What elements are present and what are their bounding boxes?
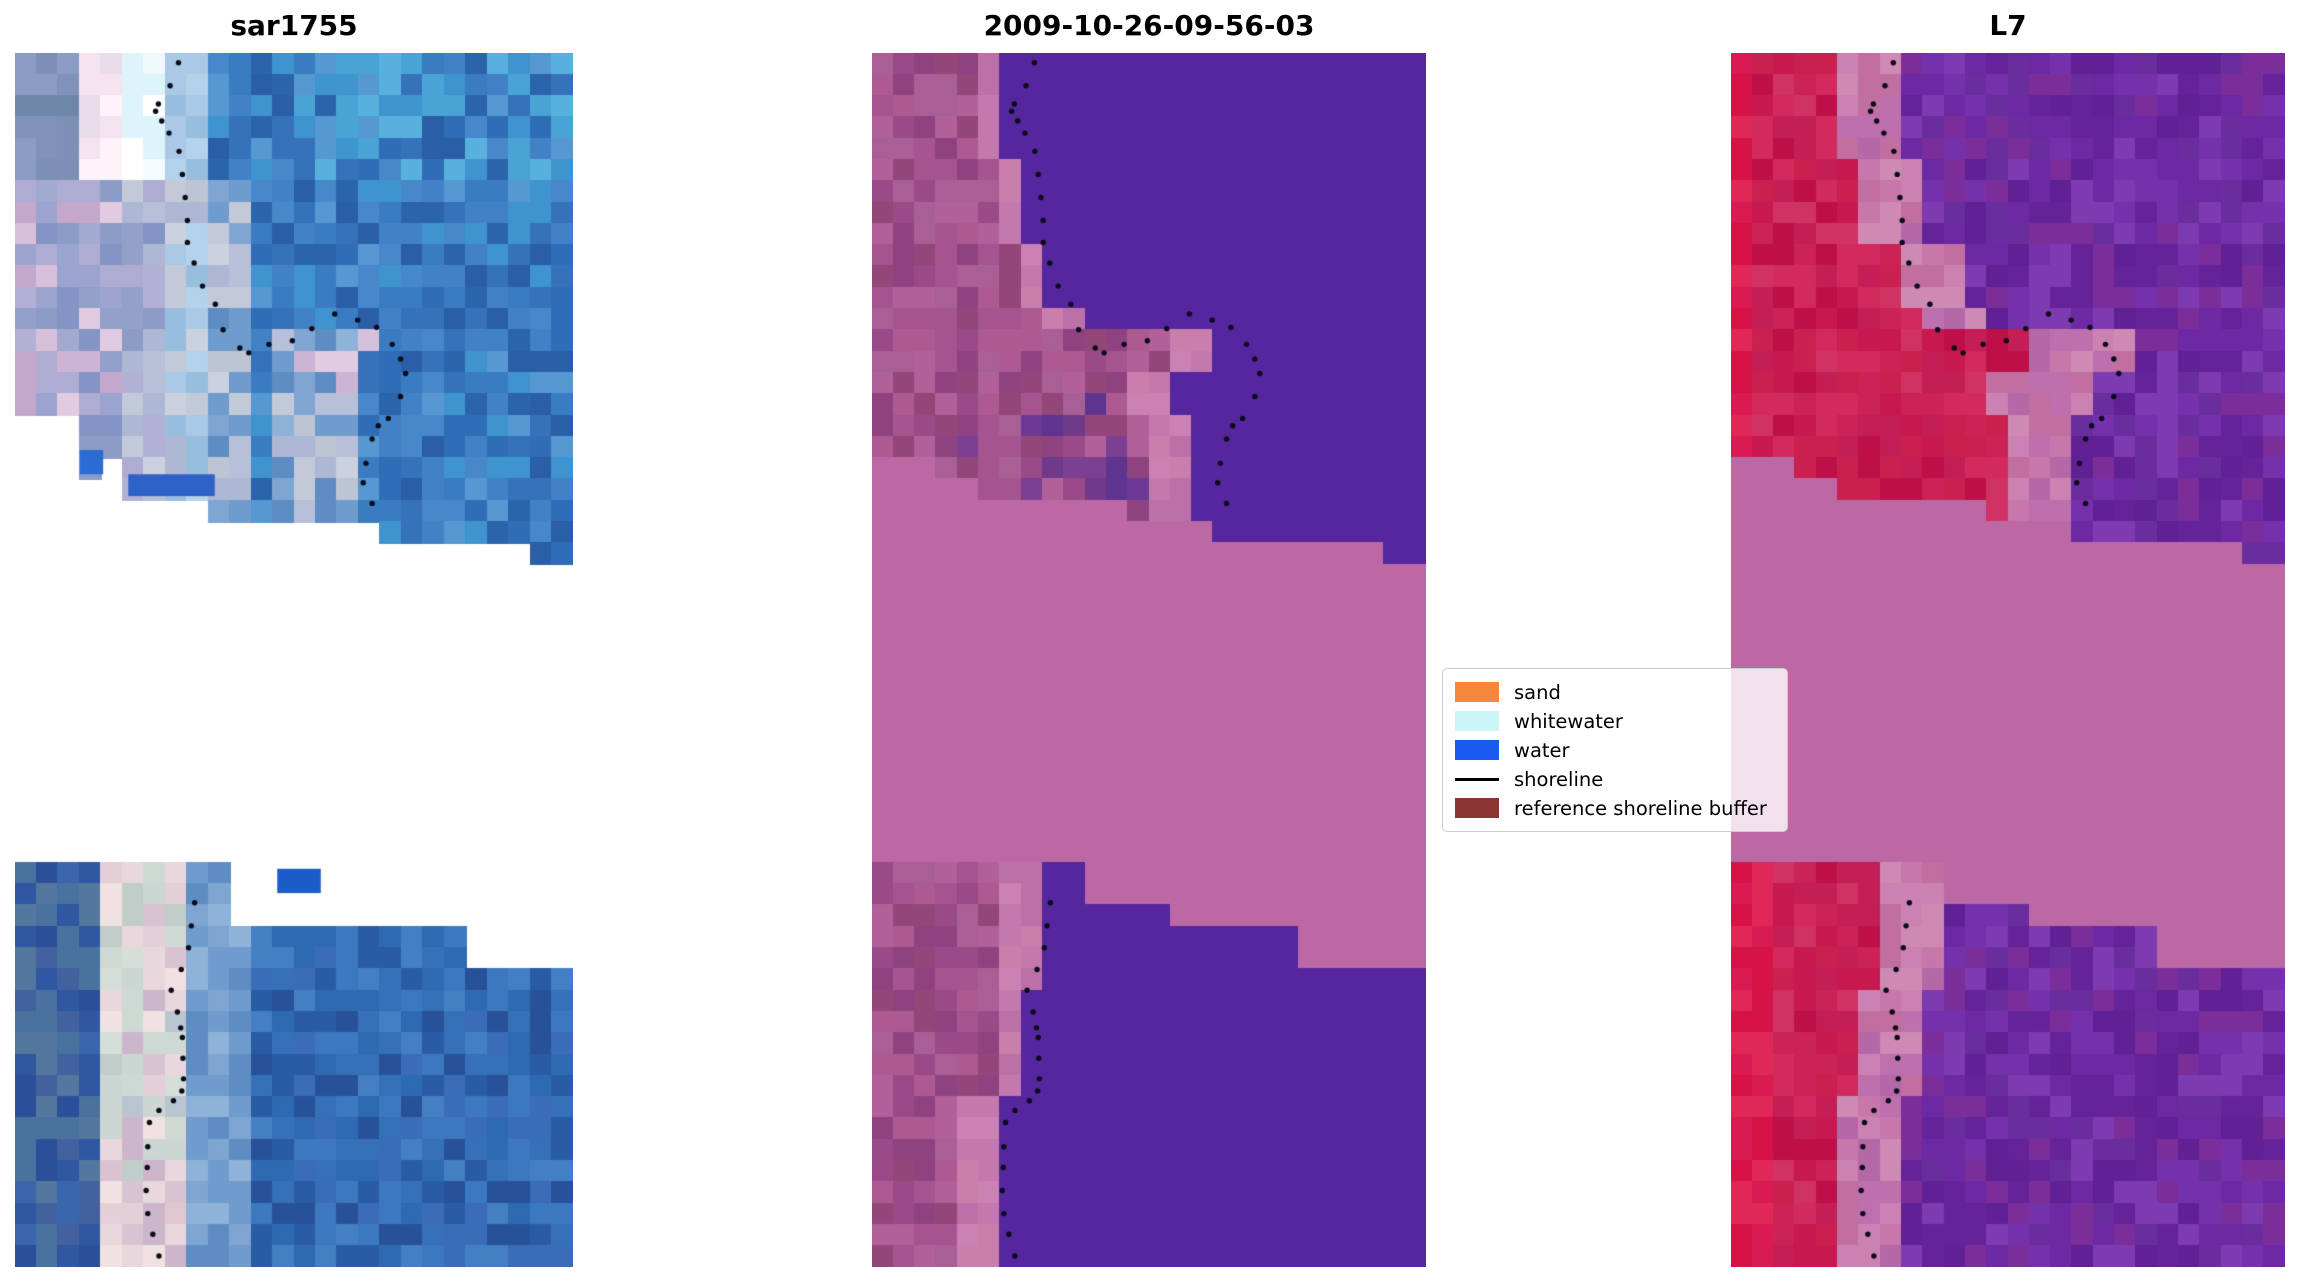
reference-shoreline-buffer-color-swatch xyxy=(1455,798,1499,818)
legend-label-water: water xyxy=(1514,738,1570,762)
legend-label-shoreline: shoreline xyxy=(1514,767,1604,791)
panel-title-l7: L7 xyxy=(1989,9,2027,42)
legend-label-whitewater: whitewater xyxy=(1514,709,1623,733)
legend-item-shoreline: shoreline xyxy=(1455,766,1775,792)
whitewater-color-swatch xyxy=(1455,711,1499,731)
legend-item-water: water xyxy=(1455,737,1775,763)
water-color-swatch xyxy=(1455,740,1499,760)
shoreline-line-swatch xyxy=(1455,777,1499,781)
l7-image-panel xyxy=(1731,53,2285,1267)
panel-title-classified-date: 2009-10-26-09-56-03 xyxy=(983,9,1315,42)
legend-item-sand: sand xyxy=(1455,679,1775,705)
legend-label-reference-shoreline-buffer: reference shoreline buffer xyxy=(1514,796,1767,820)
sand-color-swatch xyxy=(1455,682,1499,702)
legend-label-sand: sand xyxy=(1514,680,1561,704)
panel-title-sar1755: sar1755 xyxy=(230,9,358,42)
sar-image-panel xyxy=(15,53,573,1267)
legend-item-whitewater: whitewater xyxy=(1455,708,1775,734)
legend: sand whitewater water shoreline referenc… xyxy=(1442,668,1788,832)
classified-image-panel xyxy=(872,53,1426,1267)
legend-item-reference-shoreline-buffer: reference shoreline buffer xyxy=(1455,795,1775,821)
